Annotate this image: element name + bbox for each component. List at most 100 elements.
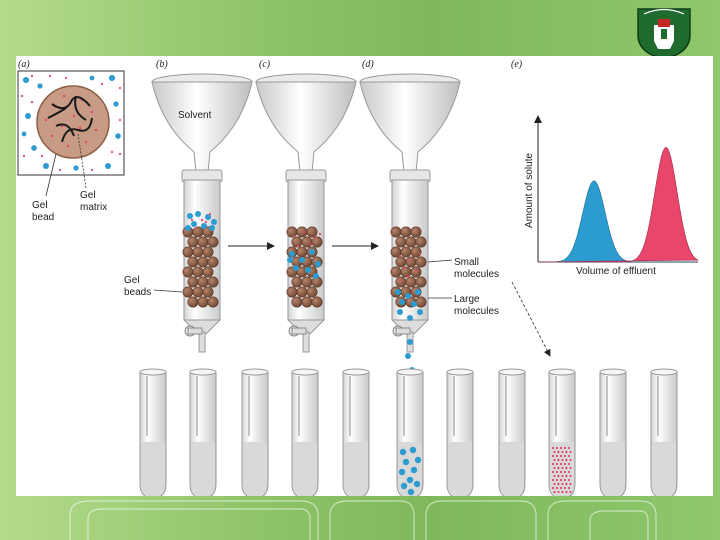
small-molecule (569, 474, 572, 478)
small-molecule (559, 470, 563, 474)
gel-beads-pointer (153, 289, 183, 293)
gel-bead (187, 296, 199, 308)
gel-bead (192, 286, 204, 298)
column-d (359, 73, 461, 353)
large-molecules-label: Large molecules (454, 294, 499, 317)
gel-bead (415, 236, 427, 248)
gel-bead (291, 276, 303, 288)
small-molecule (565, 474, 568, 478)
small-molecule (559, 486, 563, 490)
small-molecule (557, 490, 560, 494)
small-molecule (208, 212, 212, 216)
gel-bead (197, 236, 209, 248)
small-molecule (402, 266, 406, 270)
y-axis-label: Amount of solute (524, 153, 535, 228)
background-decoration (69, 500, 657, 540)
peak-small-molecules (537, 146, 700, 263)
gel-bead (400, 266, 412, 278)
small-molecule (561, 458, 564, 462)
small-molecule (308, 242, 312, 246)
small-molecule (569, 458, 572, 462)
test-tube (599, 368, 627, 496)
gel-bead (410, 226, 422, 238)
large-molecule (414, 456, 422, 464)
panel-c-label: (c) (259, 59, 271, 70)
small-molecule (565, 458, 568, 462)
gel-bead (202, 286, 214, 298)
small-molecule (559, 478, 563, 482)
small-molecule (553, 482, 556, 486)
gel-bead-label: Gel bead (32, 200, 54, 223)
small-molecule (312, 236, 316, 240)
small-molecule (567, 454, 571, 458)
gel-bead (197, 256, 209, 268)
test-tube (650, 368, 678, 496)
small-molecule (555, 470, 559, 474)
small-molecule (567, 478, 571, 482)
gel-beads-c (286, 226, 323, 308)
small-molecule (567, 446, 571, 450)
small-molecule (292, 234, 296, 238)
gel-bead (415, 296, 427, 308)
column-c (255, 73, 357, 353)
small-molecule (555, 454, 559, 458)
large-molecule (187, 213, 193, 219)
gel-bead (410, 246, 422, 258)
large-molecule (185, 225, 191, 231)
gel-bead (395, 236, 407, 248)
small-molecule (563, 454, 567, 458)
small-molecule (569, 450, 572, 454)
small-molecule (563, 486, 567, 490)
test-tube (139, 368, 167, 496)
small-molecule (559, 446, 563, 450)
test-tube (548, 368, 576, 496)
small-molecule (565, 490, 568, 494)
gel-bead (301, 236, 313, 248)
gel-bead (400, 226, 412, 238)
small-molecule (555, 462, 559, 466)
gel-bead (405, 236, 417, 248)
small-molecule (406, 274, 410, 278)
panel-a-background-molecules (20, 74, 122, 172)
panel-a-label: (a) (18, 59, 30, 70)
small-molecules-pointer (427, 259, 453, 263)
gel-bead-pointer (45, 153, 57, 197)
gel-bead (192, 246, 204, 258)
gel-bead (296, 286, 308, 298)
test-tube (291, 368, 319, 496)
small-molecule (569, 490, 572, 494)
small-molecule (557, 474, 560, 478)
large-molecule (413, 480, 421, 488)
small-molecule (200, 218, 204, 222)
solvent-label: Solvent (178, 110, 212, 121)
test-tube (396, 368, 424, 496)
small-molecule (563, 470, 567, 474)
large-molecule (398, 468, 406, 476)
large-molecule (407, 315, 413, 321)
gel-matrix-label: Gel matrix (80, 190, 107, 213)
small-molecule (557, 466, 560, 470)
gel-bead (390, 266, 402, 278)
small-molecule (555, 486, 559, 490)
small-molecule (561, 474, 564, 478)
large-molecule (402, 458, 410, 466)
large-molecule (405, 293, 411, 299)
small-molecule (567, 486, 571, 490)
small-molecule (569, 466, 572, 470)
gel-bead (182, 246, 194, 258)
large-molecule (395, 289, 401, 295)
large-molecule (299, 257, 305, 263)
gel-bead (202, 266, 214, 278)
gel-bead (207, 296, 219, 308)
small-molecule (553, 450, 556, 454)
small-molecule (551, 478, 555, 482)
small-molecule (557, 450, 560, 454)
gel-bead (286, 226, 298, 238)
panel-a-bead-small-molecules (44, 94, 98, 148)
large-molecule (409, 446, 417, 454)
small-molecules-label: Small molecules (454, 257, 499, 280)
figure-panel: (a) Gel bead Gel matrix Gel bea (16, 56, 713, 496)
small-molecule (567, 462, 571, 466)
gel-beads-label: Gel beads (124, 275, 151, 298)
small-molecule (561, 482, 564, 486)
